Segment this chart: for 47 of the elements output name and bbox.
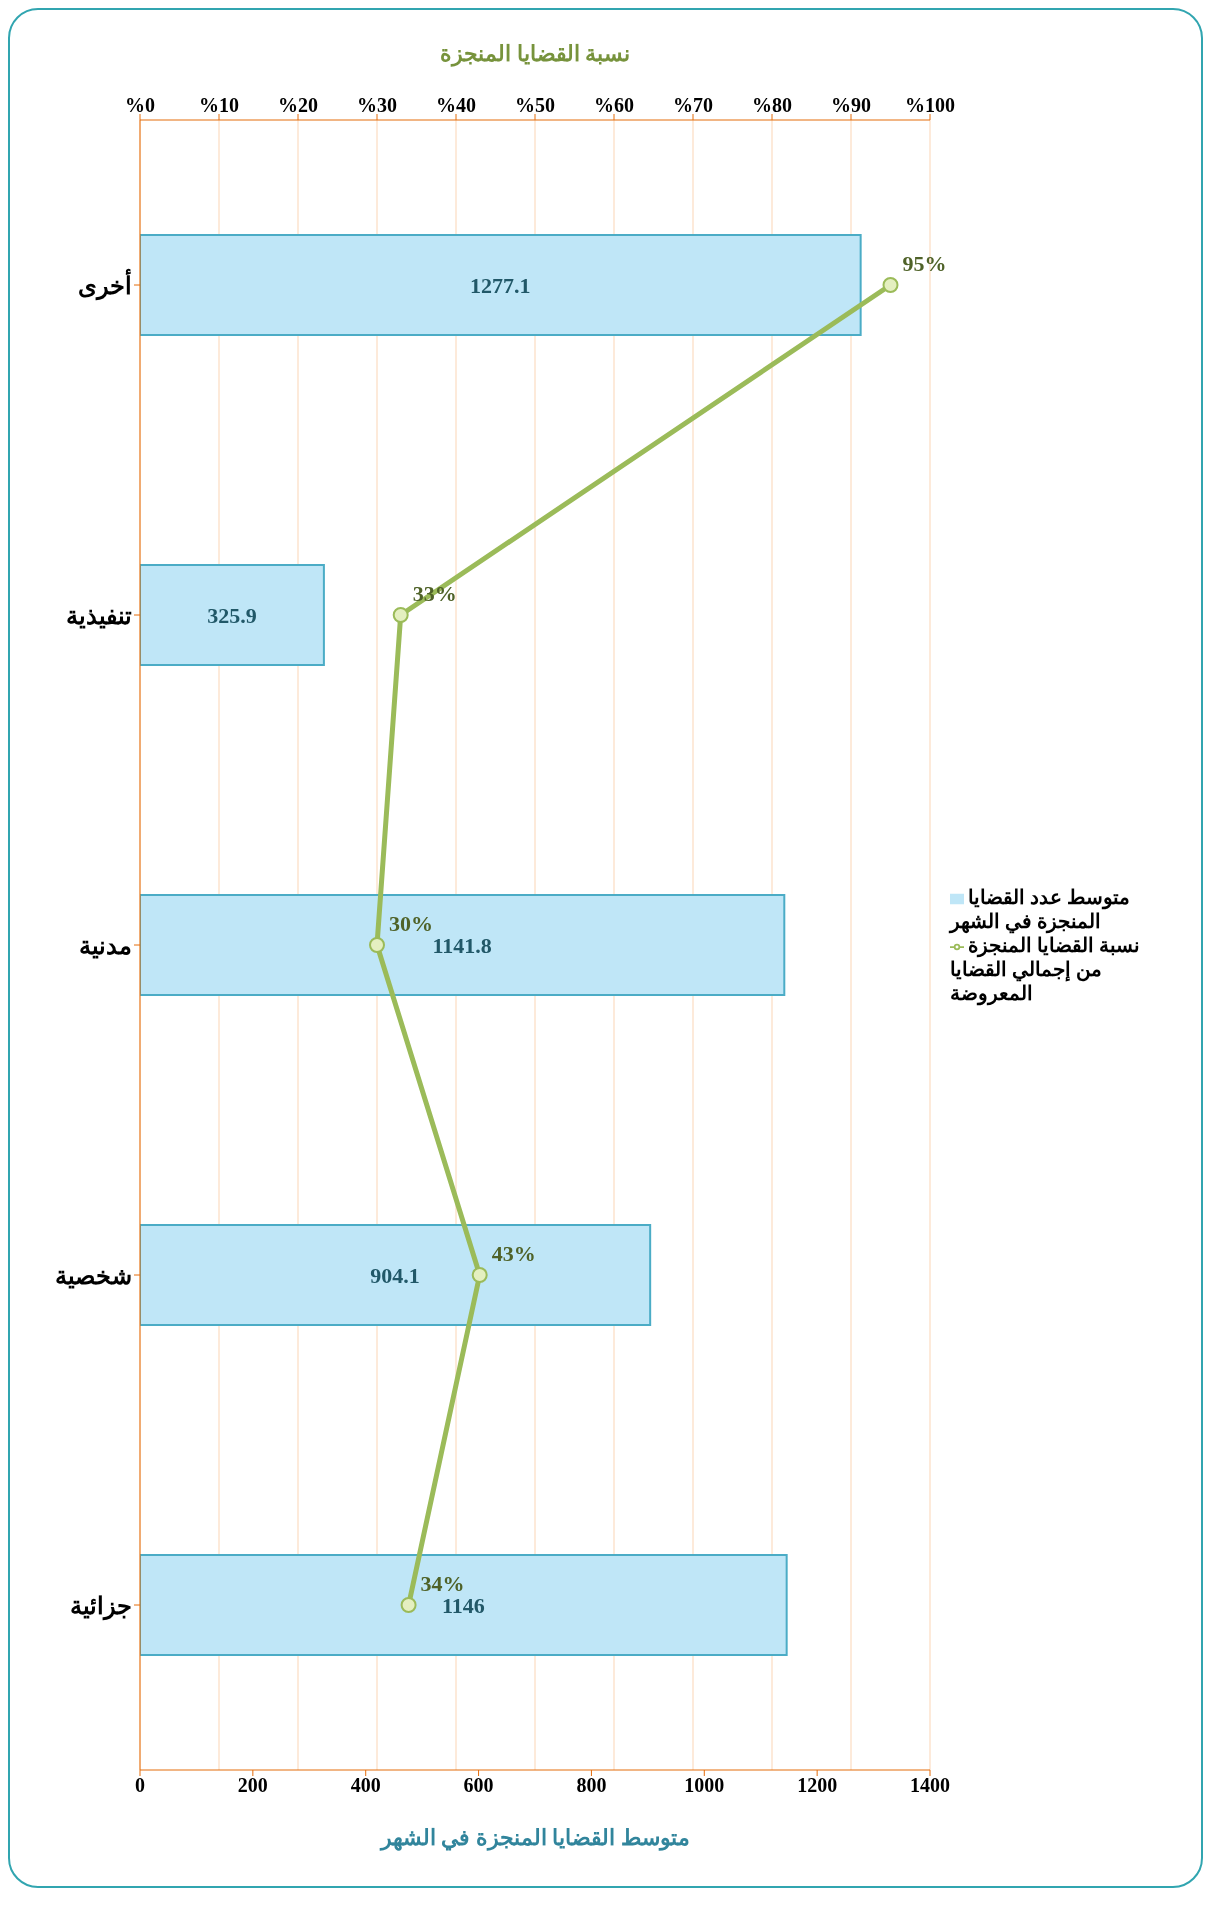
x-tick-label: 200 xyxy=(237,1774,268,1797)
data-label: 34% xyxy=(420,1571,465,1596)
bar xyxy=(140,234,862,336)
data-label: 95% xyxy=(902,251,947,276)
point xyxy=(392,607,409,623)
point xyxy=(882,277,899,293)
point xyxy=(400,1597,417,1613)
data-label: 1141.8 xyxy=(432,933,492,958)
y-tick-label: أخرى xyxy=(78,267,132,301)
x2-tick-label: %40 xyxy=(436,94,476,116)
x2-tick-label: %0 xyxy=(125,94,155,116)
bar xyxy=(140,1554,788,1656)
data-label: 325.9 xyxy=(207,603,257,628)
data-label: 904.1 xyxy=(370,1263,420,1288)
bar xyxy=(140,564,325,666)
bar xyxy=(140,894,786,996)
x-tick-label: 1200 xyxy=(797,1774,838,1797)
x-tick-label: 1000 xyxy=(684,1774,725,1797)
x2-tick-label: %30 xyxy=(357,94,397,116)
y-tick-label: جزائية xyxy=(70,1592,132,1621)
x2-tick-label: %10 xyxy=(199,94,239,116)
y-tick-label: مدنية xyxy=(79,932,132,959)
point xyxy=(471,1267,488,1283)
legend-label: متوسط عدد القضايا المنجزة في الشهر xyxy=(950,886,1130,932)
data-label: 30% xyxy=(389,911,433,936)
x-tick-label: 0 xyxy=(135,1774,145,1797)
point xyxy=(369,937,385,953)
data-label: 1146 xyxy=(441,1593,485,1618)
x-tick-label: 800 xyxy=(576,1774,607,1797)
data-label: 1277.1 xyxy=(470,273,531,298)
x2-tick-label: %70 xyxy=(673,94,713,116)
legend-label: نسبة القضايا المنجزة من إجمالي القضايا المعروضة xyxy=(950,934,1140,1004)
x-tick-label: 400 xyxy=(350,1774,381,1797)
x2-axis-title: نسبة القضايا المنجزة xyxy=(440,40,630,67)
x2-tick-label: %80 xyxy=(752,94,792,116)
x2-tick-label: %60 xyxy=(594,94,634,116)
x2-tick-label: %20 xyxy=(278,94,318,116)
y-tick-label: شخصية xyxy=(55,1262,132,1289)
y-tick-label: تنفيذية xyxy=(66,602,132,629)
x2-tick-label: %90 xyxy=(831,94,871,116)
data-label: 43% xyxy=(491,1241,536,1266)
x-axis-title: متوسط القضايا المنجزة في الشهر xyxy=(378,1825,690,1851)
x2-tick-label: %50 xyxy=(515,94,555,116)
x-tick-label: 1400 xyxy=(910,1774,950,1797)
x2-tick-label: %100 xyxy=(905,94,955,116)
bar xyxy=(140,1224,652,1326)
x-tick-label: 600 xyxy=(463,1774,494,1797)
